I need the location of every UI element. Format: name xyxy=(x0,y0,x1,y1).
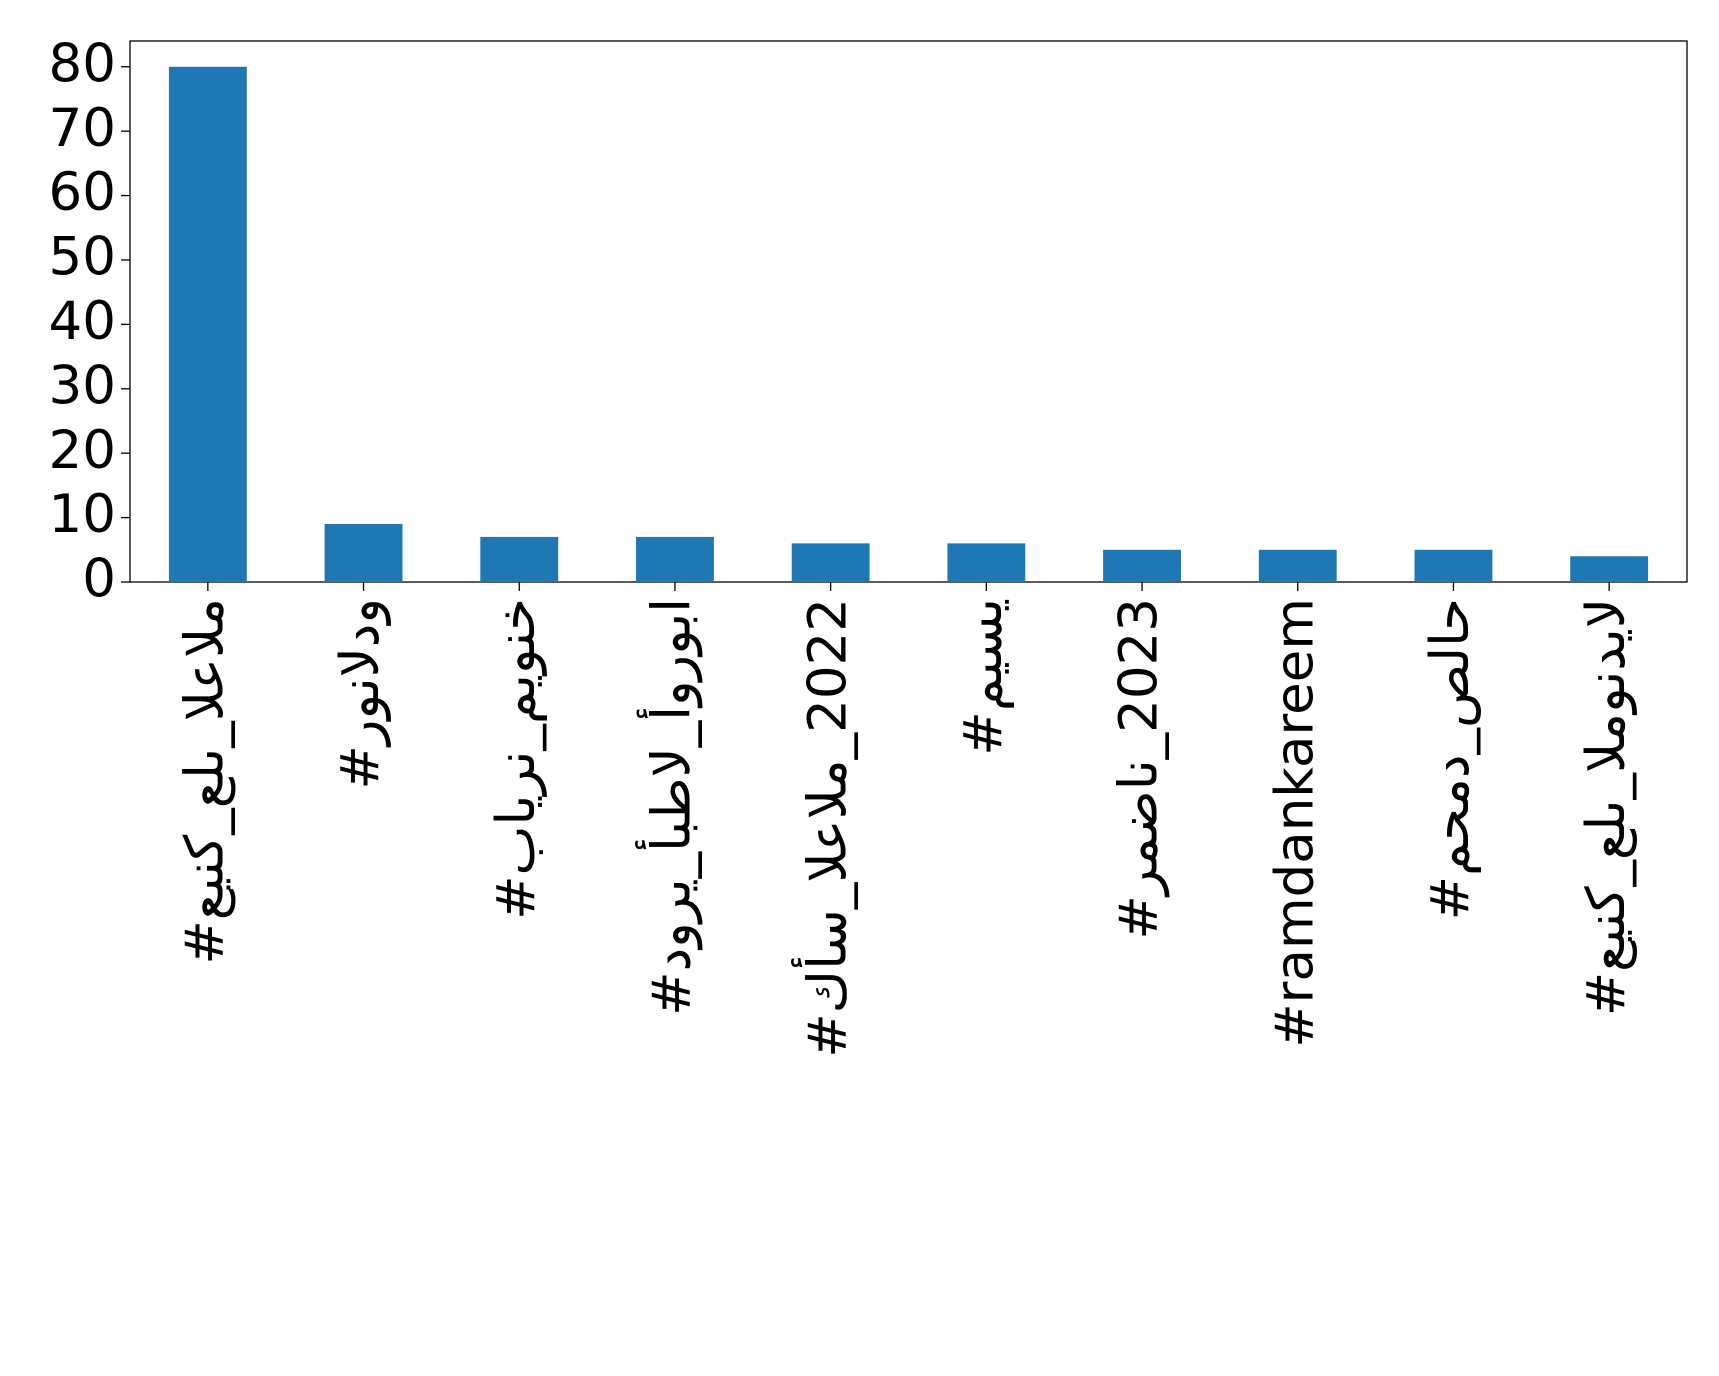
bar xyxy=(1103,549,1181,582)
x-tick-label: #رونالدو xyxy=(330,598,391,790)
bar xyxy=(324,524,403,582)
x-tick-label: #رمضان_2023 xyxy=(1109,598,1170,940)
x-tick-label: #دوري_أبطال_أوروبا xyxy=(635,598,703,1016)
x-tick-label: #ميسي xyxy=(953,598,1014,756)
y-tick-label: 70 xyxy=(49,98,116,159)
x-tick-label: #محمد_صلاح xyxy=(1420,598,1481,920)
y-tick-label: 0 xyxy=(82,549,116,610)
plot-frame xyxy=(129,40,1688,583)
y-tick-label: 30 xyxy=(49,355,116,416)
x-tick-label: #عينك_على_المونديال xyxy=(1576,598,1637,1016)
x-tick-label: #عينك_على_العالم xyxy=(174,598,235,965)
y-tick-label: 20 xyxy=(49,420,116,481)
bar xyxy=(1570,556,1649,582)
y-tick-label: 40 xyxy=(49,291,116,352)
bar xyxy=(1414,549,1493,582)
x-tick-label: #بايرن_ميونخ xyxy=(486,598,547,920)
x-tick-label: #كأس_العالم_2022 xyxy=(790,598,858,1058)
y-tick-label: 10 xyxy=(49,484,116,545)
bar xyxy=(1258,549,1337,582)
x-tick-label: #ramdankareem xyxy=(1264,598,1325,1048)
bar xyxy=(947,543,1026,582)
bar xyxy=(636,536,714,582)
y-tick-label: 80 xyxy=(49,33,116,94)
bar xyxy=(168,66,247,582)
bar xyxy=(791,543,870,582)
y-tick-label: 50 xyxy=(49,227,116,288)
y-tick-label: 60 xyxy=(49,162,116,223)
bar xyxy=(480,536,559,582)
